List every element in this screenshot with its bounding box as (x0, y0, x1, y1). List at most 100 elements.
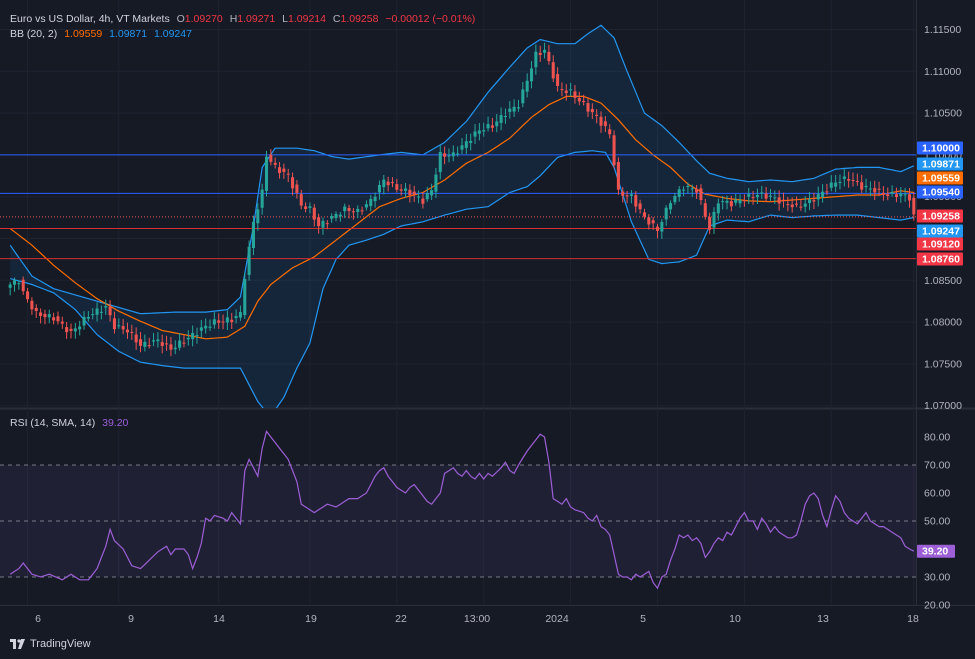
candle-body (325, 223, 329, 225)
candle-body (156, 339, 160, 342)
candle-body (360, 210, 364, 212)
candle-body (52, 317, 56, 321)
candle-body (673, 196, 677, 203)
price-tag (917, 252, 963, 266)
candle-body (260, 189, 264, 208)
candle-body (651, 220, 655, 224)
candle-body (829, 182, 833, 188)
candle-body (195, 335, 199, 337)
candle-body (264, 156, 269, 191)
bb-lower-line (10, 150, 914, 408)
candle-body (212, 319, 216, 325)
candle-body (669, 203, 673, 210)
price-tag-label: 1.08760 (922, 254, 960, 266)
candle-body (399, 189, 403, 191)
price-tag-label: 1.09247 (922, 226, 960, 238)
price-tag (917, 157, 963, 171)
candle-body (490, 125, 494, 128)
candle-body (608, 129, 612, 135)
candle-body (395, 184, 399, 190)
candle-body (225, 317, 229, 323)
candle-body (404, 188, 408, 191)
candle-body (65, 327, 69, 333)
candle-body (560, 89, 564, 91)
candle-body (243, 279, 247, 316)
candle-body (577, 97, 581, 102)
bb-basis-value: 1.09559 (64, 28, 103, 40)
candle-body (117, 325, 121, 327)
candle-body (251, 221, 255, 248)
candle-body (821, 191, 825, 197)
candle-body (556, 74, 560, 86)
candle-body (460, 145, 464, 150)
price-tick-label: 1.07000 (924, 400, 962, 412)
candle-body (647, 217, 651, 225)
candle-body (695, 188, 699, 193)
candle-body (390, 182, 395, 184)
candle-body (56, 316, 60, 322)
candle-body (503, 116, 507, 118)
candle-body (786, 204, 790, 206)
candle-body (26, 291, 30, 300)
candle-body (795, 203, 799, 205)
candle-body (842, 176, 846, 179)
candle-body (125, 329, 129, 333)
time-tick-label: 2024 (545, 613, 569, 625)
candle-body (543, 49, 547, 53)
candle-body (386, 181, 390, 186)
time-tick-label: 10 (729, 613, 741, 625)
time-tick-label: 14 (213, 613, 225, 625)
candle-body (134, 334, 138, 343)
candle-body (899, 193, 903, 197)
candle-body (582, 100, 586, 103)
candle-body (573, 91, 577, 98)
candle-body (855, 180, 859, 182)
candle-body (760, 192, 764, 194)
candle-body (130, 331, 134, 333)
price-tick-label: 1.08000 (924, 317, 962, 329)
candle-body (725, 200, 729, 203)
candle-body (682, 189, 686, 191)
candle-body (729, 201, 733, 207)
candle-body (304, 206, 308, 209)
candle-body (186, 337, 190, 340)
rsi-value-tag (917, 544, 955, 558)
close-value: C1.09258 (332, 13, 379, 25)
candle-body (712, 211, 716, 228)
tradingview-logo[interactable]: TradingView (10, 638, 91, 650)
rsi-line (9, 430, 915, 590)
time-tick-label: 19 (305, 613, 317, 625)
candle-body (747, 194, 751, 197)
candle-body (412, 191, 416, 195)
candle-body (734, 199, 738, 203)
bb-upper-value: 1.09871 (109, 28, 148, 40)
candle-body (34, 307, 38, 311)
candle-body (864, 185, 868, 188)
candle-body (108, 306, 112, 316)
rsi-tick-label: 70.00 (924, 460, 950, 472)
candle-body (104, 306, 108, 308)
candle-body (438, 151, 442, 173)
rsi-value: 39.20 (102, 417, 129, 429)
candle-body (469, 140, 473, 144)
candle-body (655, 226, 660, 231)
time-tick-label: 13 (817, 613, 829, 625)
candle-body (890, 192, 894, 194)
candle-body (508, 108, 512, 112)
rsi-tick-label: 50.00 (924, 516, 950, 528)
time-tick-label: 18 (907, 613, 919, 625)
legend-rsi[interactable]: RSI (14, SMA, 14) 39.20 (10, 417, 132, 429)
candle-body (91, 314, 95, 316)
bb-lower-value: 1.09247 (153, 28, 192, 40)
candle-body (873, 187, 877, 193)
price-tag-label: 1.09559 (922, 173, 960, 185)
candle-body (564, 90, 568, 94)
legend-bb[interactable]: BB (20, 2) 1.09559 1.09871 1.09247 (10, 28, 196, 40)
candle-body (551, 62, 555, 79)
candle-body (143, 341, 147, 347)
time-tick-label: 6 (35, 613, 41, 625)
candle-body (621, 191, 625, 196)
low-value: L1.09214 (282, 13, 326, 25)
candle-body (425, 193, 429, 200)
